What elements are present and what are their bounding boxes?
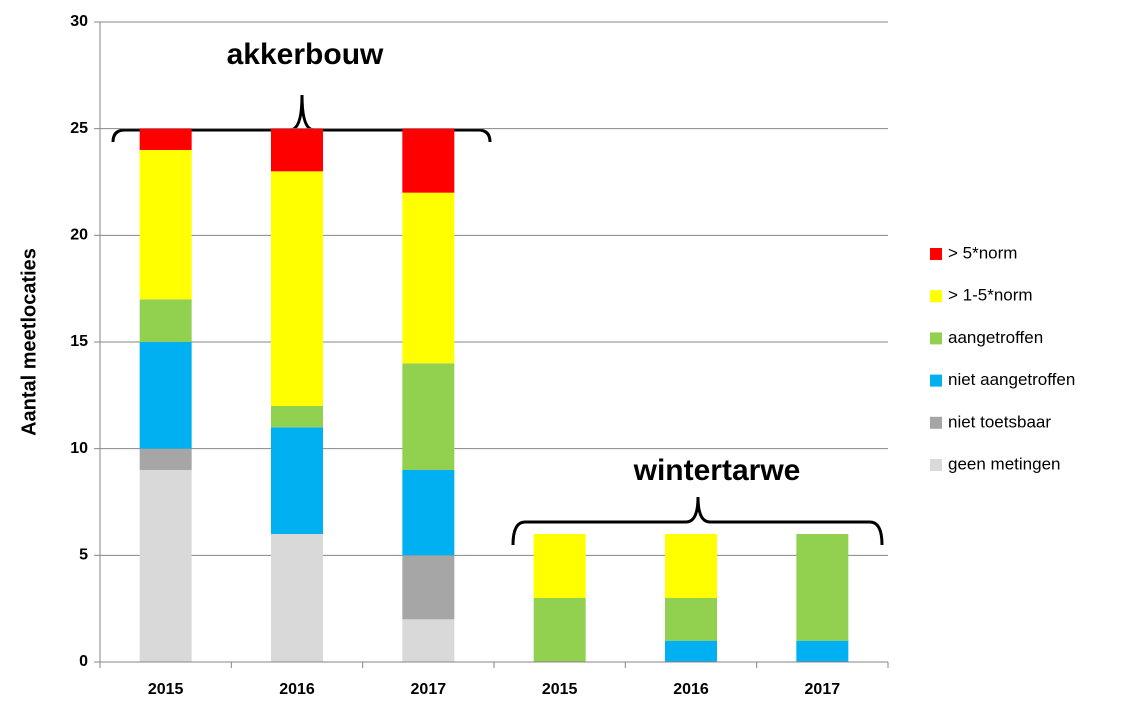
legend-label: niet toetsbaar	[948, 412, 1051, 431]
bar-segment	[271, 128, 323, 172]
legend-label: niet aangetroffen	[948, 370, 1075, 389]
y-axis-title: Aantal meetlocaties	[18, 248, 40, 436]
bar-segment	[402, 363, 455, 470]
legend-swatch	[930, 374, 942, 387]
bar-segment	[139, 448, 192, 470]
bar-segment	[271, 427, 323, 534]
bar-segment	[665, 640, 717, 662]
brace	[511, 496, 884, 546]
bar-segment	[402, 192, 455, 364]
bar-segment	[665, 598, 717, 641]
annotation: wintertarwe	[633, 454, 801, 487]
legend-label: aangetroffen	[948, 328, 1043, 347]
x-tick-label: 2015	[148, 681, 184, 698]
y-tick-label: 20	[70, 227, 88, 244]
x-tick-label: 2015	[542, 681, 578, 698]
brace	[111, 94, 492, 143]
y-tick-label: 30	[70, 13, 88, 30]
bar-segment	[139, 128, 192, 150]
legend-swatch	[930, 416, 942, 429]
legend-label: geen metingen	[948, 454, 1060, 473]
x-tick-label: 2017	[805, 681, 841, 698]
bar-segment	[139, 299, 192, 342]
bar-segment	[139, 342, 192, 449]
bar-segment	[271, 406, 323, 428]
bar-segment	[139, 470, 192, 662]
x-tick-label: 2017	[411, 681, 447, 698]
legend-swatch	[930, 248, 942, 260]
legend-swatch	[930, 290, 942, 303]
legend-label: > 5*norm	[948, 243, 1017, 262]
bar-segment	[796, 640, 849, 662]
bar-segment	[271, 534, 323, 662]
x-tick-label: 2016	[279, 681, 315, 698]
x-tick-label: 2016	[673, 681, 709, 698]
bar-segment	[533, 534, 586, 598]
legend-label: > 1-5*norm	[948, 286, 1033, 305]
bar-segment	[665, 534, 717, 598]
annotation: akkerbouw	[227, 38, 384, 71]
y-tick-label: 0	[79, 653, 88, 670]
bar-segment	[402, 470, 455, 556]
bar-segment	[402, 555, 455, 620]
legend-swatch	[930, 332, 942, 345]
y-tick-label: 25	[70, 120, 88, 137]
bar-segment	[402, 128, 455, 193]
legend-swatch	[930, 459, 942, 471]
y-tick-label: 10	[70, 440, 88, 457]
bar-segment	[402, 619, 455, 662]
bar-segment	[139, 150, 192, 300]
bar-segment	[796, 534, 849, 641]
y-tick-label: 15	[70, 333, 88, 350]
y-tick-label: 5	[79, 547, 88, 564]
bar-segment	[533, 598, 586, 662]
bar-segment	[271, 171, 323, 406]
